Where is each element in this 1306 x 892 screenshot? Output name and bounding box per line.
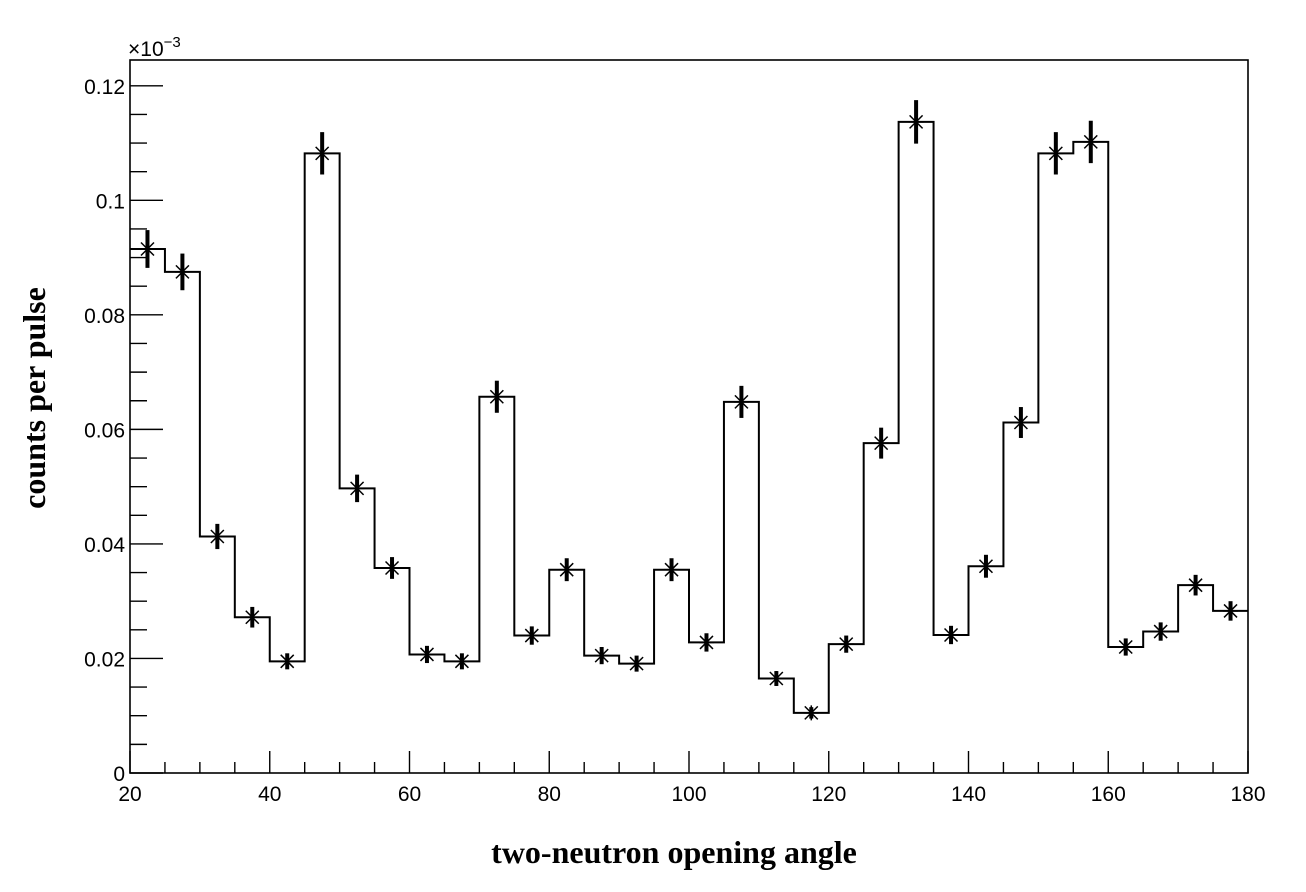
marker-stroke — [280, 654, 295, 669]
y-tick-label: 0 — [113, 763, 125, 786]
marker-stroke — [734, 394, 749, 409]
data-point — [314, 145, 330, 161]
marker-stroke — [874, 436, 889, 451]
data-point — [419, 646, 435, 662]
data-point — [1153, 624, 1169, 640]
y-axis-multiplier: ×10−3 — [128, 34, 181, 61]
axis-ticks — [129, 85, 1249, 774]
marker-stroke — [315, 146, 330, 161]
marker-stroke — [804, 705, 819, 720]
data-point — [1223, 603, 1239, 619]
y-tick-label: 0.08 — [84, 305, 125, 328]
data-point — [629, 656, 645, 672]
data-point — [978, 558, 994, 574]
data-markers — [139, 114, 1239, 721]
data-point — [489, 389, 505, 405]
data-point — [873, 435, 889, 451]
y-tick-label: 0.02 — [84, 648, 125, 671]
y-tick-label: 0.1 — [96, 190, 125, 213]
histogram-step-line — [130, 120, 1248, 714]
data-point — [803, 705, 819, 721]
axis-tick-labels: 20 40 60 80 100 120 140 160 180 0 0.02 0.04 0.06 0.08… — [84, 76, 1265, 806]
marker-stroke — [454, 654, 469, 669]
data-point — [1188, 577, 1204, 593]
data-point — [698, 634, 714, 650]
data-point — [908, 114, 924, 130]
data-point — [664, 562, 680, 578]
data-point — [838, 636, 854, 652]
marker-stroke — [350, 481, 365, 496]
marker-stroke — [769, 671, 784, 686]
data-point — [1083, 134, 1099, 150]
y-tick-label: 0.06 — [84, 419, 125, 442]
x-tick-label: 140 — [951, 783, 986, 806]
marker-stroke — [210, 529, 225, 544]
marker-stroke — [1153, 624, 1168, 639]
marker-stroke — [944, 627, 959, 643]
data-point — [1048, 145, 1064, 161]
data-point — [943, 627, 959, 643]
x-tick-label: 80 — [538, 783, 561, 806]
data-point — [559, 562, 575, 578]
marker-stroke — [175, 264, 190, 279]
marker-stroke — [524, 628, 539, 643]
marker-stroke — [385, 560, 400, 576]
x-tick-label: 180 — [1230, 783, 1265, 806]
data-point — [349, 480, 365, 496]
x-axis-title: two-neutron opening angle — [491, 834, 857, 870]
data-point — [139, 241, 155, 257]
plot-frame — [129, 59, 1249, 774]
data-point — [454, 653, 470, 669]
data-point — [768, 671, 784, 687]
marker-stroke — [245, 610, 260, 625]
data-point — [1118, 639, 1134, 655]
y-axis-title: counts per pulse — [16, 287, 52, 509]
marker-stroke — [1013, 415, 1028, 430]
x-tick-label: 120 — [811, 783, 846, 806]
data-point — [594, 648, 610, 664]
data-point — [279, 653, 295, 669]
marker-stroke — [909, 114, 924, 129]
x-tick-label: 100 — [671, 783, 706, 806]
x-tick-label: 160 — [1091, 783, 1126, 806]
marker-stroke — [1188, 578, 1203, 593]
data-point — [733, 394, 749, 410]
marker-stroke — [978, 559, 993, 574]
marker-stroke — [664, 562, 679, 577]
x-tick-label: 40 — [258, 783, 281, 806]
data-point — [1013, 415, 1029, 431]
marker-stroke — [1223, 603, 1238, 618]
marker-stroke — [559, 562, 574, 577]
marker-stroke — [140, 241, 155, 257]
y-tick-label: 0.04 — [84, 534, 125, 557]
marker-stroke — [839, 637, 854, 652]
x-tick-label: 60 — [398, 783, 421, 806]
data-point — [524, 628, 540, 644]
x-tick-label: 20 — [118, 783, 141, 806]
data-point — [174, 264, 190, 280]
y-tick-label: 0.12 — [84, 76, 125, 99]
marker-stroke — [489, 389, 504, 404]
data-point — [209, 528, 225, 544]
marker-stroke — [1118, 639, 1133, 655]
marker-stroke — [419, 647, 434, 662]
data-point — [384, 560, 400, 576]
marker-stroke — [594, 648, 609, 663]
marker-stroke — [1048, 146, 1063, 161]
marker-stroke — [1083, 134, 1098, 149]
marker-stroke — [629, 656, 644, 671]
data-point — [244, 609, 260, 625]
marker-stroke — [699, 635, 714, 650]
